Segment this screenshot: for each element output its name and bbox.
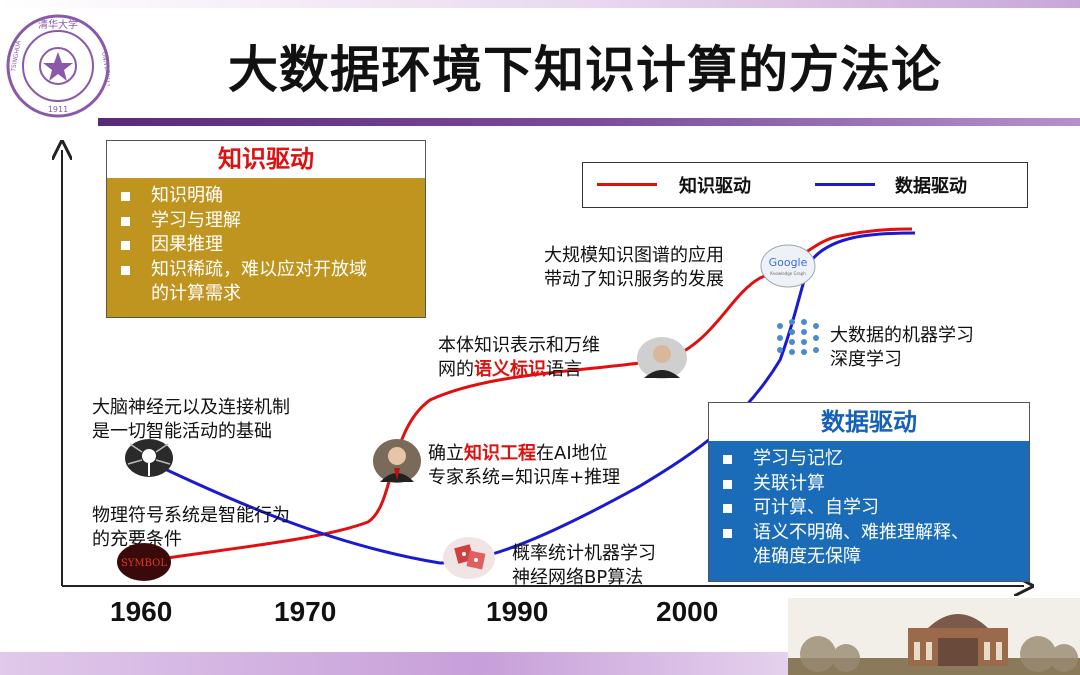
legend-data-swatch	[815, 183, 875, 186]
bottom-band	[0, 652, 800, 675]
logo-seal-text: 清华大学	[38, 18, 78, 31]
logo-side-right: UNIVERSITY	[100, 51, 110, 88]
deep-network-icon	[777, 319, 819, 355]
google-text: Google	[769, 256, 808, 269]
google-subtext: Knowledge Graph	[770, 271, 806, 276]
highlight-knowledge-engineering: 知识工程	[464, 443, 536, 464]
x-tick-1970: 1970	[274, 596, 337, 627]
annotation-ontology: 本体知识表示和万维 网的语义标识语言	[438, 334, 600, 382]
symbol-badge-text: SYMBOL	[121, 558, 167, 569]
annotation-line: 带动了知识服务的发展	[544, 269, 724, 290]
top-band	[0, 0, 1080, 8]
knowledge-curve	[139, 227, 913, 564]
x-tick-2000: 2000	[656, 596, 719, 627]
annotation-line: 概率统计机器学习	[512, 543, 656, 564]
annotation-text: 网的	[438, 359, 474, 380]
expert-portrait-icon	[373, 439, 421, 483]
knowledge-driven-box: 知识驱动 知识明确 学习与理解 因果推理 知识稀疏，难以应对开放域 的计算需求	[106, 140, 426, 318]
legend-knowledge-swatch	[597, 183, 657, 186]
data-box-heading: 数据驱动	[821, 408, 917, 436]
data-list: 学习与记忆 关联计算 可计算、自学习 语义不明确、难推理解释、 准确度无保障	[723, 447, 1029, 570]
legend-knowledge-label: 知识驱动	[679, 176, 751, 197]
x-tick-1960: 1960	[110, 596, 173, 627]
list-item-continuation: 准确度无保障	[753, 546, 861, 567]
knowledge-box-heading: 知识驱动	[218, 145, 314, 173]
legend-data-label: 数据驱动	[895, 176, 967, 197]
annotation-line: 的充要条件	[92, 529, 182, 550]
logo-year: 1911	[48, 105, 68, 114]
annotation-line: 深度学习	[830, 349, 902, 370]
page-title: 大数据环境下知识计算的方法论	[228, 41, 942, 99]
data-box-body: 学习与记忆 关联计算 可计算、自学习 语义不明确、难推理解释、 准确度无保障	[709, 441, 1029, 581]
list-item-continuation: 的计算需求	[151, 283, 241, 304]
probability-dice-icon	[443, 537, 495, 579]
list-item: 知识稀疏，难以应对开放域	[121, 258, 425, 283]
neuron-icon	[125, 439, 173, 477]
highlight-semantic-markup: 语义标识	[474, 359, 546, 380]
list-item: 可计算、自学习	[723, 496, 1029, 521]
list-item: 学习与记忆	[723, 447, 1029, 472]
annotation-knowledge-graph: 大规模知识图谱的应用 带动了知识服务的发展	[544, 244, 724, 292]
annotation-line: 大脑神经元以及连接机制	[92, 397, 290, 418]
annotation-line: 物理符号系统是智能行为	[92, 505, 290, 526]
legend: 知识驱动 数据驱动	[582, 162, 1028, 208]
annotation-line: 神经网络BP算法	[512, 567, 644, 588]
ontology-portrait-icon	[637, 337, 687, 379]
symbol-badge-icon: SYMBOL	[117, 543, 171, 581]
annotation-line: 网的语义标识语言	[438, 358, 600, 382]
annotation-line: 确立知识工程在AI地位	[428, 442, 620, 466]
annotation-text: 语言	[546, 359, 582, 380]
title-rule	[98, 118, 1080, 126]
annotation-line: 大规模知识图谱的应用	[544, 245, 724, 266]
list-item: 语义不明确、难推理解释、	[723, 521, 1029, 546]
annotation-big-data-ml: 大数据的机器学习 深度学习	[830, 324, 974, 372]
list-item: 因果推理	[121, 233, 425, 258]
annotation-line: 本体知识表示和万维	[438, 335, 600, 356]
annotation-text: 在AI地位	[536, 443, 608, 464]
x-tick-1990: 1990	[486, 596, 549, 627]
knowledge-box-body: 知识明确 学习与理解 因果推理 知识稀疏，难以应对开放域 的计算需求	[107, 178, 425, 317]
list-item: 知识明确	[121, 184, 425, 209]
list-item: 关联计算	[723, 472, 1029, 497]
annotation-probabilistic-ml: 概率统计机器学习 神经网络BP算法	[512, 542, 656, 590]
data-driven-box: 数据驱动 学习与记忆 关联计算 可计算、自学习 语义不明确、难推理解释、 准确度…	[708, 402, 1030, 582]
annotation-symbol-system: 物理符号系统是智能行为 的充要条件	[92, 504, 290, 552]
list-item: 学习与理解	[121, 209, 425, 234]
knowledge-list: 知识明确 学习与理解 因果推理 知识稀疏，难以应对开放域 的计算需求	[121, 184, 425, 307]
annotation-line: 大数据的机器学习	[830, 325, 974, 346]
annotation-line: 是一切智能活动的基础	[92, 421, 272, 442]
annotation-expert-system: 确立知识工程在AI地位 专家系统=知识库+推理	[428, 442, 620, 490]
google-knowledge-graph-icon: Google Knowledge Graph	[760, 244, 816, 288]
campus-building-photo	[788, 598, 1080, 675]
annotation-text: 确立	[428, 443, 464, 464]
annotation-neuron: 大脑神经元以及连接机制 是一切智能活动的基础	[92, 396, 290, 444]
university-logo-icon: 清华大学 TSINGHUA UNIVERSITY 1911	[6, 14, 110, 118]
annotation-line: 专家系统=知识库+推理	[428, 467, 621, 488]
